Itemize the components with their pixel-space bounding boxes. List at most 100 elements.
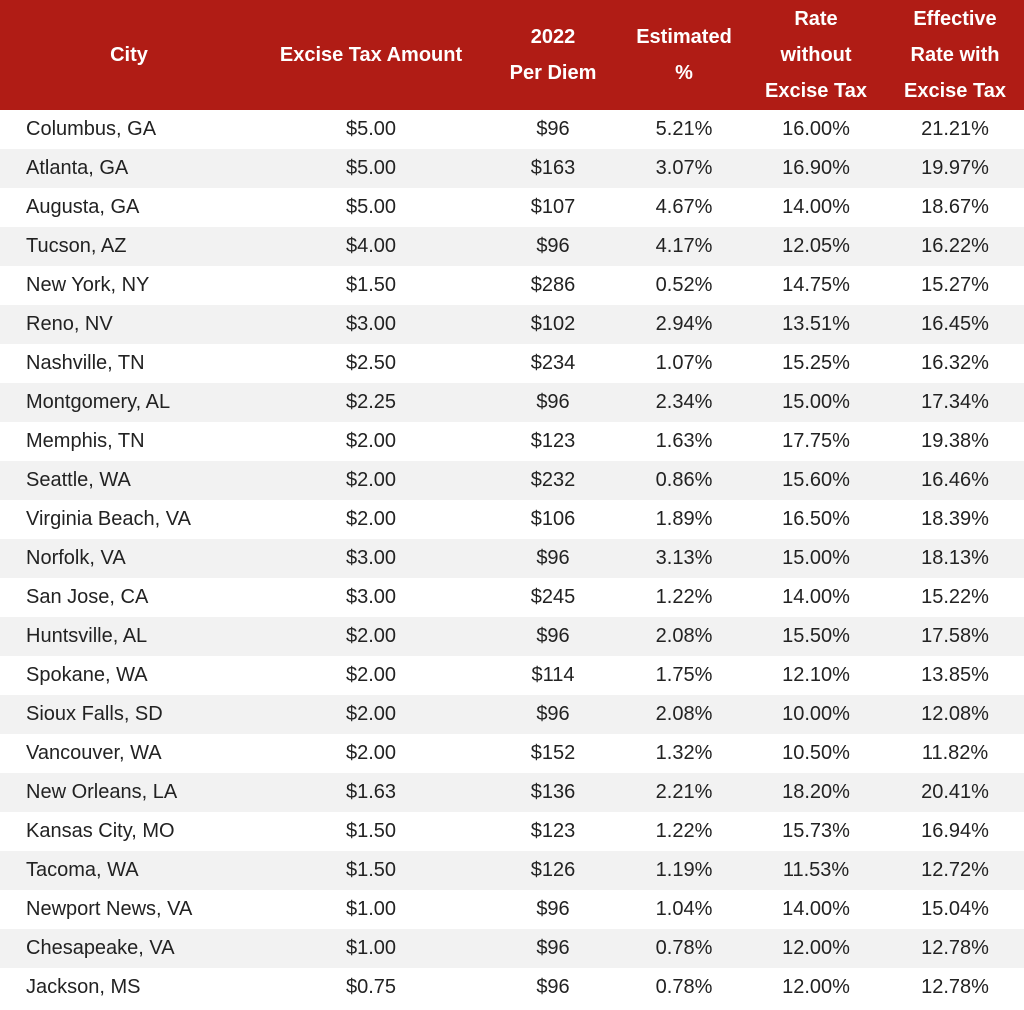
cell-per-diem: $96 (536, 898, 570, 920)
table-body: Columbus, GA $5.00 $96 5.21% 16.00% 21.21% Atl… (0, 110, 1024, 1007)
cell-estimated-percent: 0.52% (655, 274, 713, 296)
table-row: Chesapeake, VA $1.00 $96 0.78% 12.00% 12.78% (0, 929, 1024, 968)
cell-estimated-percent: 0.78% (622, 929, 746, 968)
cell-per-diem: $234 (530, 352, 576, 374)
cell-estimated-percent: 5.21% (655, 118, 713, 140)
cell-per-diem: $123 (530, 820, 576, 842)
cell-per-diem: $245 (530, 586, 576, 608)
cell-estimated-percent: 4.67% (655, 196, 713, 218)
cell-excise-tax-amount: $2.00 (345, 742, 397, 764)
table-row: New Orleans, LA $1.63 $136 2.21% 18.20% 20.41… (0, 773, 1024, 812)
cell-estimated-percent: 1.22% (655, 586, 713, 608)
cell-city: Sioux Falls, SD (0, 695, 258, 734)
cell-estimated-percent: 2.08% (622, 695, 746, 734)
cell-rate-without-excise: 12.00% (782, 976, 850, 998)
cell-per-diem: $163 (484, 149, 622, 188)
cell-per-diem: $102 (484, 305, 622, 344)
cell-rate-without-excise: 16.90% (746, 149, 886, 188)
cell-city: Columbus, GA (26, 118, 157, 140)
cell-per-diem: $96 (484, 695, 622, 734)
cell-per-diem: $232 (484, 461, 622, 500)
cell-effective-rate: 19.97% (886, 149, 1024, 188)
table-row: Tucson, AZ $4.00 $96 4.17% 12.05% 16.22% (0, 227, 1024, 266)
table-row: Huntsville, AL $2.00 $96 2.08% 15.50% 17.58% (0, 617, 1024, 656)
cell-effective-rate: 15.22% (921, 586, 989, 608)
cell-estimated-percent: 1.19% (622, 851, 746, 890)
cell-effective-rate: 15.27% (921, 274, 989, 296)
cell-estimated-percent: 1.04% (655, 898, 713, 920)
cell-city: Vancouver, WA (26, 742, 162, 764)
cell-city: Seattle, WA (0, 461, 258, 500)
table-row: Vancouver, WA $2.00 $152 1.32% 10.50% 11.82% (0, 734, 1024, 773)
table-row: Augusta, GA $5.00 $107 4.67% 14.00% 18.67% (0, 188, 1024, 227)
column-header-city: City (0, 0, 258, 110)
cell-effective-rate: 12.78% (886, 929, 1024, 968)
cell-effective-rate: 16.45% (886, 305, 1024, 344)
table-row: Columbus, GA $5.00 $96 5.21% 16.00% 21.21% (0, 110, 1024, 149)
cell-city: Atlanta, GA (0, 149, 258, 188)
cell-effective-rate: 18.67% (921, 196, 989, 218)
cell-rate-without-excise: 11.53% (746, 851, 886, 890)
table-row: Tacoma, WA $1.50 $126 1.19% 11.53% 12.72% (0, 851, 1024, 890)
table-row: Newport News, VA $1.00 $96 1.04% 14.00% 15.04… (0, 890, 1024, 929)
table-row: Memphis, TN $2.00 $123 1.63% 17.75% 19.38% (0, 422, 1024, 461)
cell-rate-without-excise: 15.50% (746, 617, 886, 656)
cell-per-diem: $96 (484, 383, 622, 422)
table-row: Kansas City, MO $1.50 $123 1.22% 15.73% 16.94… (0, 812, 1024, 851)
cell-excise-tax-amount: $3.00 (345, 586, 397, 608)
cell-city: Virginia Beach, VA (26, 508, 191, 530)
cell-city: Tucson, AZ (0, 227, 258, 266)
cell-excise-tax-amount: $2.00 (345, 508, 397, 530)
cell-effective-rate: 12.72% (886, 851, 1024, 890)
table-row: Jackson, MS $0.75 $96 0.78% 12.00% 12.78% (0, 968, 1024, 1007)
cell-estimated-percent: 1.32% (655, 742, 713, 764)
cell-per-diem: $136 (484, 773, 622, 812)
cell-effective-rate: 15.04% (921, 898, 989, 920)
cell-estimated-percent: 3.13% (622, 539, 746, 578)
cell-per-diem: $107 (530, 196, 576, 218)
cell-excise-tax-amount: $3.00 (258, 305, 484, 344)
cell-excise-tax-amount: $2.00 (345, 430, 397, 452)
cell-excise-tax-amount: $2.00 (258, 695, 484, 734)
column-header-effective-rate: Effective Rate with Excise Tax (886, 0, 1024, 110)
cell-city: New York, NY (26, 274, 150, 296)
cell-rate-without-excise: 12.05% (746, 227, 886, 266)
cell-per-diem: $126 (484, 851, 622, 890)
cell-effective-rate: 17.34% (886, 383, 1024, 422)
cell-per-diem: $152 (530, 742, 576, 764)
cell-excise-tax-amount: $5.00 (345, 196, 397, 218)
table-row: Seattle, WA $2.00 $232 0.86% 15.60% 16.46% (0, 461, 1024, 500)
cell-excise-tax-amount: $5.00 (258, 149, 484, 188)
cell-excise-tax-amount: $5.00 (345, 118, 397, 140)
column-header-estimated-percent: Estimated% (622, 0, 746, 110)
column-header-excise-tax-amount: Excise Tax Amount (258, 0, 484, 110)
cell-rate-without-excise: 12.10% (782, 664, 850, 686)
cell-effective-rate: 12.78% (921, 976, 989, 998)
cell-effective-rate: 16.46% (886, 461, 1024, 500)
cell-effective-rate: 21.21% (921, 118, 989, 140)
cell-rate-without-excise: 14.00% (782, 898, 850, 920)
cell-effective-rate: 17.58% (886, 617, 1024, 656)
cell-city: Spokane, WA (26, 664, 148, 686)
column-header-per-diem: 2022 Per Diem (484, 0, 622, 110)
cell-rate-without-excise: 12.00% (746, 929, 886, 968)
cell-excise-tax-amount: $0.75 (345, 976, 397, 998)
cell-effective-rate: 16.94% (921, 820, 989, 842)
cell-effective-rate: 13.85% (921, 664, 989, 686)
cell-per-diem: $106 (530, 508, 576, 530)
cell-city: Memphis, TN (26, 430, 145, 452)
cell-rate-without-excise: 16.00% (782, 118, 850, 140)
cell-effective-rate: 18.39% (921, 508, 989, 530)
cell-estimated-percent: 1.63% (655, 430, 713, 452)
table-row: Reno, NV $3.00 $102 2.94% 13.51% 16.45% (0, 305, 1024, 344)
cell-per-diem: $96 (484, 539, 622, 578)
cell-estimated-percent: 1.07% (655, 352, 713, 374)
cell-effective-rate: 18.13% (886, 539, 1024, 578)
cell-per-diem: $123 (530, 430, 576, 452)
cell-estimated-percent: 2.94% (622, 305, 746, 344)
cell-city: New Orleans, LA (0, 773, 258, 812)
cell-city: Norfolk, VA (0, 539, 258, 578)
cell-estimated-percent: 4.17% (622, 227, 746, 266)
cell-effective-rate: 12.08% (886, 695, 1024, 734)
